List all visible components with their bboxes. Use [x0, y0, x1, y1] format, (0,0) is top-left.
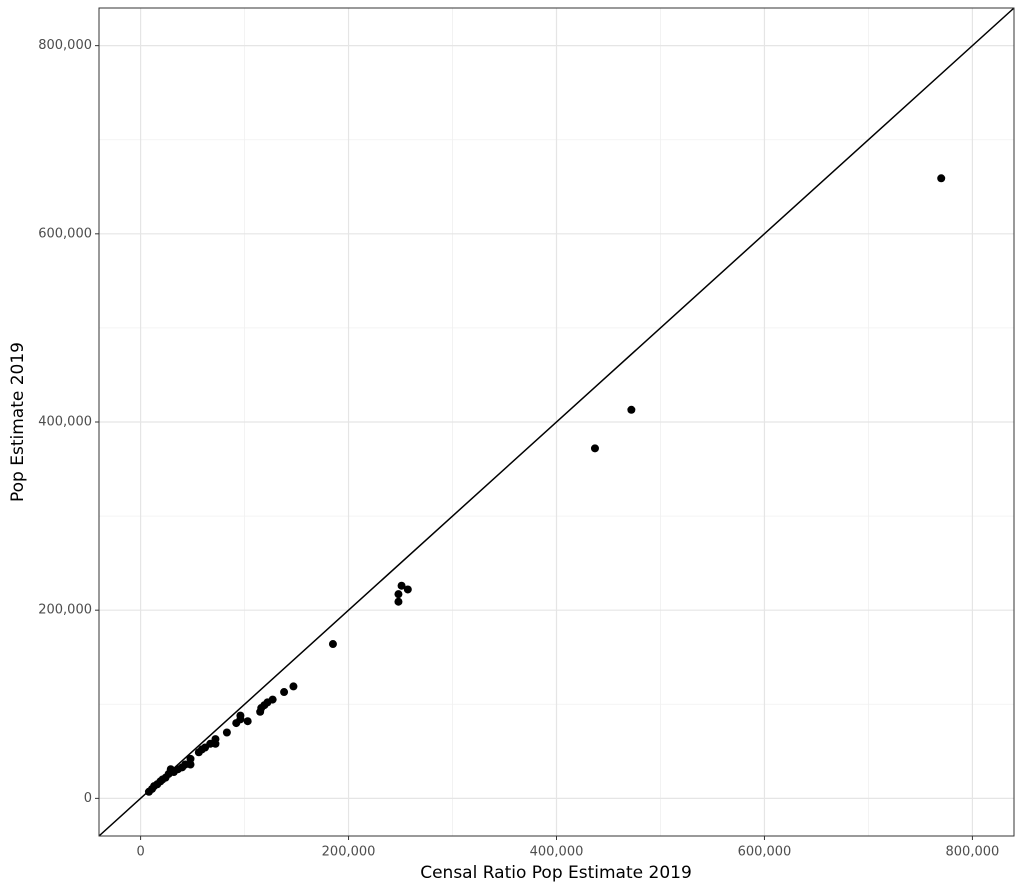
panel-border — [98, 7, 1015, 837]
y-tick-label: 0 — [84, 791, 92, 806]
point — [403, 585, 412, 594]
point — [243, 717, 252, 726]
point — [328, 640, 337, 649]
point — [590, 444, 599, 453]
y-tick-label: 200,000 — [38, 603, 92, 618]
reference-line — [98, 7, 1015, 837]
y-tick-label: 800,000 — [38, 38, 92, 53]
point — [194, 748, 203, 757]
x-tick-label: 400,000 — [530, 845, 584, 860]
y-tick-label: 600,000 — [38, 226, 92, 241]
y-tick-label: 400,000 — [38, 415, 92, 430]
point — [394, 597, 403, 606]
y-axis-title: Pop Estimate 2019 — [8, 342, 28, 502]
x-axis-title: Censal Ratio Pop Estimate 2019 — [420, 863, 692, 883]
point — [627, 405, 636, 414]
point — [394, 590, 403, 599]
point — [280, 688, 289, 697]
point — [186, 754, 195, 763]
x-tick-label: 800,000 — [946, 845, 1000, 860]
x-tick-label: 200,000 — [322, 845, 376, 860]
point — [937, 174, 946, 183]
point — [232, 719, 241, 728]
point — [397, 581, 406, 590]
x-tick-label: 600,000 — [738, 845, 792, 860]
point — [144, 787, 153, 796]
point — [289, 682, 298, 691]
point — [256, 707, 265, 716]
x-tick-label: 0 — [136, 845, 144, 860]
point — [222, 728, 231, 737]
